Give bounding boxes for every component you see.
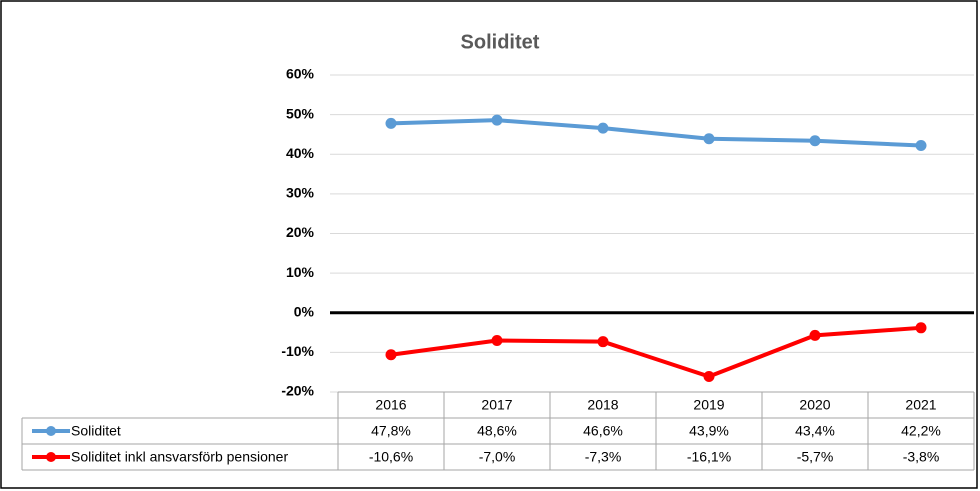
x-tick-label: 2018	[587, 397, 618, 413]
legend-label: Soliditet inkl ansvarsförb pensioner	[71, 449, 288, 465]
data-table-value: -7,0%	[479, 449, 516, 465]
series-marker	[915, 322, 927, 334]
series-marker	[703, 133, 715, 145]
legend-marker	[46, 452, 56, 462]
data-table-value: -16,1%	[687, 449, 731, 465]
data-table-value: 47,8%	[371, 423, 411, 439]
series-marker	[809, 329, 821, 341]
series-marker	[385, 349, 397, 361]
data-table-value: 46,6%	[583, 423, 623, 439]
y-tick-label: 50%	[286, 105, 315, 121]
x-tick-label: 2020	[799, 397, 830, 413]
series-line	[390, 325, 922, 379]
x-tick-label: 2017	[481, 397, 512, 413]
series-marker	[915, 140, 927, 152]
data-table-value: -3,8%	[903, 449, 940, 465]
y-tick-label: 40%	[286, 145, 315, 161]
data-table-value: 43,4%	[795, 423, 835, 439]
series-marker	[703, 371, 715, 383]
series-marker	[597, 122, 609, 134]
y-tick-label: -10%	[281, 343, 314, 359]
data-table-value: -10,6%	[369, 449, 413, 465]
y-tick-label: 10%	[286, 264, 315, 280]
y-tick-label: 20%	[286, 224, 315, 240]
data-table-value: 43,9%	[689, 423, 729, 439]
series-line	[390, 118, 922, 148]
series-marker	[491, 114, 503, 126]
x-tick-label: 2016	[375, 397, 406, 413]
data-table-value: -7,3%	[585, 449, 622, 465]
data-table-value: 48,6%	[477, 423, 517, 439]
x-tick-label: 2019	[693, 397, 724, 413]
legend-label: Soliditet	[71, 423, 121, 439]
x-tick-label: 2021	[905, 397, 936, 413]
legend-marker	[46, 426, 56, 436]
y-tick-label: 30%	[286, 185, 315, 201]
chart-title: Soliditet	[461, 31, 540, 53]
series-marker	[491, 334, 503, 346]
series-marker	[597, 336, 609, 348]
data-table-value: -5,7%	[797, 449, 834, 465]
data-table-value: 42,2%	[901, 423, 941, 439]
y-tick-label: -20%	[281, 383, 314, 399]
y-tick-label: 60%	[286, 66, 315, 82]
y-tick-label: 0%	[294, 303, 315, 319]
series-marker	[809, 135, 821, 147]
series-marker	[385, 117, 397, 129]
